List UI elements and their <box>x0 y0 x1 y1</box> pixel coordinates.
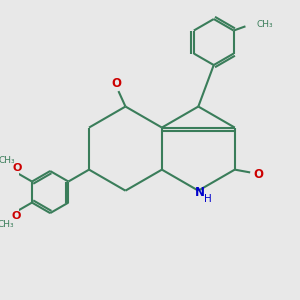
Text: O: O <box>253 168 263 181</box>
Text: O: O <box>111 77 121 90</box>
Text: CH₃: CH₃ <box>0 156 15 165</box>
Text: CH₃: CH₃ <box>0 220 14 229</box>
Text: CH₃: CH₃ <box>256 20 273 29</box>
Text: O: O <box>12 212 21 221</box>
Text: H: H <box>204 194 212 203</box>
Text: N: N <box>195 186 205 200</box>
Text: O: O <box>13 163 22 173</box>
